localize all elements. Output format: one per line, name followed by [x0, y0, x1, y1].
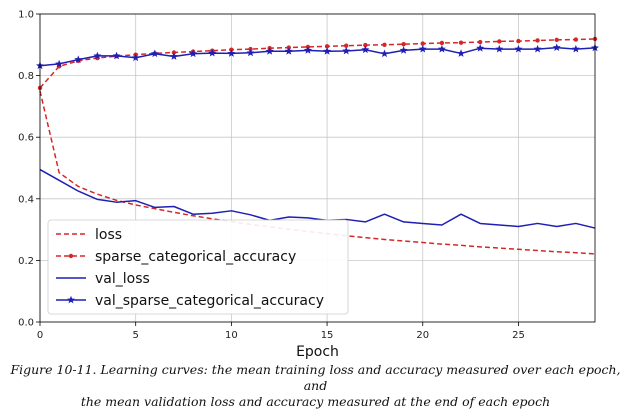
- data-point-series-3: [399, 46, 408, 54]
- x-tick-label: 15: [321, 330, 334, 341]
- data-point-series-1: [344, 43, 349, 48]
- data-point-series-3: [476, 43, 485, 52]
- legend-label-0: loss: [95, 227, 122, 243]
- data-point-series-3: [246, 48, 255, 57]
- data-point-series-1: [535, 38, 540, 43]
- data-point-series-3: [55, 59, 64, 68]
- figure-caption: Figure 10-11. Learning curves: the mean …: [0, 362, 631, 410]
- data-point-series-3: [150, 49, 159, 58]
- data-point-series-1: [420, 41, 425, 46]
- series-line-3: [39, 46, 596, 67]
- data-point-series-3: [265, 47, 274, 55]
- data-point-series-3: [457, 49, 466, 57]
- data-point-series-1: [458, 40, 464, 45]
- legend-marker-3: [67, 295, 75, 304]
- data-point-series-3: [323, 47, 332, 55]
- data-point-series-1: [554, 37, 559, 43]
- y-tick-label: 1.0: [18, 10, 34, 21]
- data-point-series-3: [131, 53, 140, 62]
- data-point-series-1: [516, 38, 521, 44]
- data-point-series-3: [380, 49, 389, 58]
- data-point-series-3: [514, 44, 523, 53]
- x-tick-label: 10: [225, 330, 238, 341]
- series-line-2: [39, 168, 596, 229]
- data-point-series-3: [284, 47, 293, 55]
- data-point-series-3: [93, 51, 102, 60]
- series-line-0: [39, 90, 596, 255]
- data-point-series-1: [573, 37, 579, 42]
- data-point-series-3: [342, 46, 351, 55]
- data-point-series-1: [439, 40, 445, 46]
- data-point-series-3: [227, 49, 236, 57]
- x-tick-label: 0: [37, 330, 43, 341]
- data-point-series-3: [303, 46, 312, 54]
- data-point-series-3: [74, 55, 83, 63]
- data-point-series-3: [552, 43, 561, 51]
- x-tick-label: 25: [512, 330, 525, 341]
- data-point-series-3: [495, 44, 504, 53]
- data-point-series-3: [418, 44, 427, 53]
- x-tick-label: 20: [416, 330, 429, 341]
- data-point-series-1: [382, 42, 387, 47]
- y-tick-label: 0.0: [18, 318, 34, 329]
- series-layer: [36, 36, 599, 255]
- data-point-series-3: [189, 49, 198, 58]
- x-tick-label: 5: [133, 330, 139, 341]
- data-point-series-3: [169, 52, 178, 60]
- legend-box: [47, 219, 349, 315]
- data-point-series-3: [361, 45, 370, 54]
- y-tick-label: 0.6: [18, 133, 34, 144]
- series-line-1: [39, 38, 596, 89]
- caption-line-1: Figure 10-11. Learning curves: the mean …: [10, 362, 621, 393]
- plot-frame: [39, 13, 596, 323]
- data-point-series-3: [533, 44, 542, 53]
- data-point-series-3: [208, 48, 217, 57]
- data-point-series-1: [497, 39, 502, 44]
- y-tick-label: 0.8: [18, 71, 34, 82]
- data-point-series-1: [401, 41, 406, 47]
- legend-label-2: val_loss: [95, 271, 150, 287]
- legend-marker-1: [68, 253, 74, 259]
- data-point-series-1: [324, 44, 330, 49]
- data-point-series-1: [363, 42, 368, 48]
- legend-label-1: sparse_categorical_accuracy: [95, 249, 296, 265]
- data-point-series-1: [477, 39, 483, 45]
- y-tick-label: 0.4: [18, 194, 34, 205]
- data-point-series-3: [571, 44, 580, 53]
- legend-label-3: val_sparse_categorical_accuracy: [95, 293, 324, 309]
- data-point-series-3: [112, 51, 121, 60]
- y-tick-label: 0.2: [18, 256, 34, 267]
- data-point-series-3: [437, 44, 446, 53]
- x-axis-label: Epoch: [296, 344, 339, 360]
- legend: loss sparse_categorical_accuracy val_lossv…: [47, 219, 349, 315]
- caption-line-2: the mean validation loss and accuracy me…: [80, 394, 551, 409]
- tick-layer: 0 5 10 15 20 25 0.0 0.2 0.4 0.6 0.8 1.0: [18, 10, 525, 342]
